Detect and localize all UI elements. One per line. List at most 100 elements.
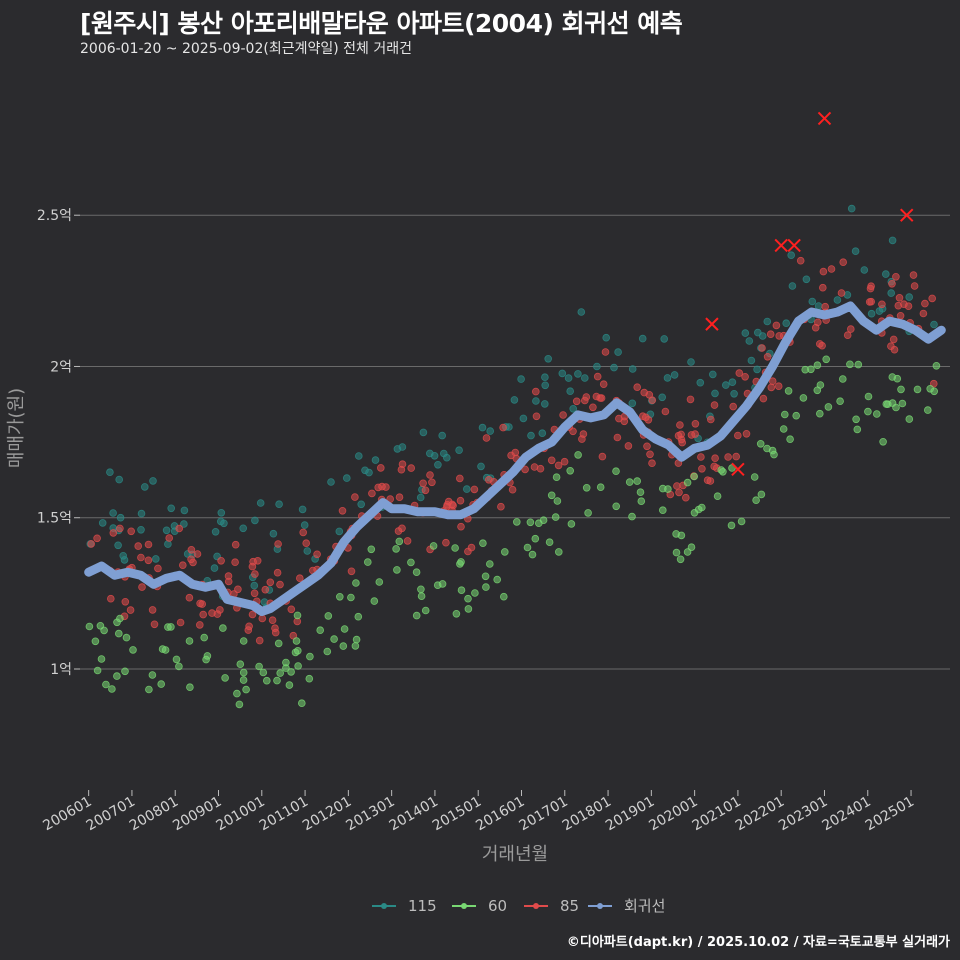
point-s60 [367, 545, 376, 554]
point-s60 [574, 451, 582, 459]
point-s85 [185, 593, 194, 602]
point-s85 [706, 415, 715, 424]
point-s60 [236, 660, 245, 668]
point-s85 [894, 301, 903, 310]
point-s60 [784, 387, 793, 395]
point-s115 [239, 524, 248, 533]
point-s60 [351, 642, 360, 650]
point-s85 [878, 300, 886, 309]
legend: 115 60 85 회귀선 [372, 897, 665, 915]
point-s85 [231, 558, 239, 566]
point-s60 [676, 555, 685, 564]
point-s60 [888, 399, 897, 407]
point-s85 [376, 464, 385, 472]
point-s60 [340, 625, 349, 633]
y-axis-ticks: 1억 1.5억 2억 2.5억 [37, 208, 80, 678]
point-s85 [398, 524, 406, 533]
point-s85 [547, 456, 556, 465]
point-s115 [763, 317, 772, 326]
point-s115 [814, 302, 823, 310]
point-s115 [753, 328, 762, 337]
point-s85 [888, 279, 896, 288]
point-s60 [200, 633, 209, 642]
point-s115 [580, 374, 589, 382]
point-s115 [860, 266, 869, 274]
point-s115 [519, 414, 528, 423]
point-s115 [577, 308, 586, 316]
point-s85 [827, 265, 836, 273]
point-s85 [511, 448, 520, 457]
point-s85 [268, 616, 277, 624]
point-s115 [141, 483, 149, 491]
point-s60 [596, 483, 605, 492]
cancelled-mark-stroke [787, 238, 801, 253]
point-s115 [303, 547, 312, 555]
point-s115 [180, 520, 188, 528]
point-s115 [300, 521, 309, 529]
point-s60 [836, 397, 844, 406]
point-s60 [457, 558, 465, 566]
point-s85 [154, 564, 162, 573]
point-s60 [897, 385, 905, 394]
cancelled-mark [900, 208, 914, 222]
point-s85 [772, 321, 781, 330]
point-s60 [697, 503, 706, 512]
point-s85 [126, 606, 135, 614]
point-s60 [750, 473, 759, 481]
point-s60 [148, 671, 157, 679]
point-s115 [357, 500, 366, 509]
point-s85 [255, 636, 264, 645]
point-s60 [274, 639, 283, 648]
point-s85 [456, 496, 465, 505]
point-s115 [416, 493, 425, 502]
point-s60 [567, 520, 576, 528]
point-s60 [323, 647, 332, 656]
point-s60 [464, 605, 473, 613]
point-s85 [187, 545, 196, 554]
point-s85 [457, 522, 465, 531]
point-s115 [658, 393, 666, 402]
point-s115 [327, 478, 335, 486]
point-s85 [179, 561, 187, 569]
point-s115 [354, 452, 363, 460]
point-s85 [144, 540, 153, 549]
point-s85 [598, 452, 607, 461]
point-s115 [730, 389, 738, 398]
point-s85 [909, 271, 918, 279]
point-s60 [122, 633, 131, 642]
point-s85 [640, 388, 648, 397]
point-s60 [816, 381, 825, 389]
point-s60 [905, 415, 914, 423]
point-s115 [787, 251, 795, 260]
point-s115 [867, 309, 876, 318]
point-s85 [127, 527, 135, 536]
point-s60 [282, 664, 290, 672]
point-s60 [255, 662, 263, 671]
point-s60 [547, 491, 556, 500]
point-s85 [710, 401, 719, 409]
point-s115 [721, 381, 730, 389]
point-s60 [175, 662, 183, 671]
point-s60 [625, 478, 634, 486]
point-s60 [637, 497, 646, 506]
point-s115 [477, 462, 485, 471]
cancelled-mark [705, 317, 719, 331]
point-s60 [636, 488, 645, 497]
point-s85 [928, 294, 936, 303]
x-tick-label: 201701 [516, 794, 570, 835]
y-axis-label: 매매가(원) [6, 388, 27, 468]
point-s85 [521, 465, 529, 474]
point-s85 [889, 335, 898, 344]
point-s115 [544, 354, 552, 363]
point-s85 [818, 283, 827, 292]
legend-item-s115: 115 [372, 897, 437, 915]
point-s60 [97, 655, 106, 663]
x-tick-label: 201401 [387, 794, 441, 835]
point-s85 [109, 529, 118, 537]
point-s85 [703, 476, 712, 485]
point-s115 [164, 540, 172, 548]
point-s60 [100, 626, 108, 635]
point-s85 [643, 442, 651, 451]
point-s85 [499, 423, 507, 432]
point-s60 [545, 538, 554, 546]
